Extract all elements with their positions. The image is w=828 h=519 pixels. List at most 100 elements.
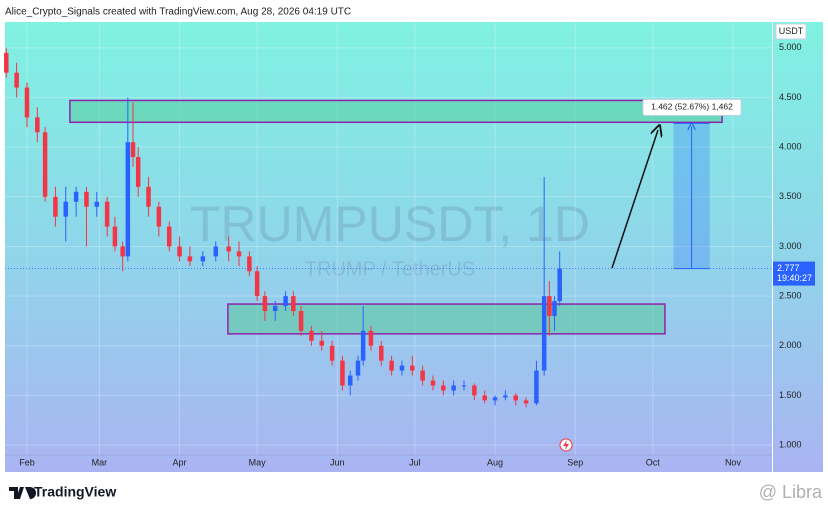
plot-bg [5, 22, 772, 472]
candle-body [236, 251, 242, 257]
candle-body [272, 306, 278, 311]
candle-body [492, 397, 498, 401]
x-tick-label: Apr [173, 457, 187, 467]
y-tick-label: 3.500 [779, 191, 802, 201]
candle-body [541, 296, 547, 371]
footer-logo: TradingView [34, 484, 116, 500]
candle-body [200, 256, 206, 262]
candle-body [319, 340, 325, 346]
candle-body [177, 246, 182, 257]
x-tick-label: Aug [487, 457, 503, 467]
candle-body [441, 385, 446, 391]
y-tick-label: 3.000 [779, 241, 802, 251]
candle-body [503, 395, 508, 398]
candle-body [104, 201, 110, 227]
candle-body [534, 370, 539, 404]
candle-body [112, 226, 118, 247]
candle-body [355, 360, 361, 376]
candle-body [135, 157, 141, 187]
candle-body [24, 87, 30, 118]
candle-body [226, 246, 231, 252]
y-tick-label: 4.000 [779, 142, 802, 152]
candle-body [4, 52, 9, 73]
watermark: TRUMPUSDT, 1D [190, 196, 590, 252]
x-tick-label: Mar [92, 457, 108, 467]
candle-body [146, 186, 151, 207]
candle-body [130, 142, 136, 158]
candle-body [482, 395, 487, 401]
candle-body [309, 330, 314, 341]
y-tick-label: 5.000 [779, 42, 802, 52]
candle-body [552, 301, 557, 316]
candle-body [340, 360, 345, 386]
candle-body [298, 310, 304, 331]
last-price: 2.777 [777, 263, 800, 273]
y-tick-label: 2.000 [779, 340, 802, 350]
event-bolt [563, 440, 569, 450]
candle-body [262, 296, 268, 311]
candle-body [420, 370, 425, 381]
candle-body [283, 296, 288, 307]
candle-body [166, 226, 172, 247]
candle-body [399, 365, 405, 371]
candle-body [410, 365, 415, 371]
candle-body [513, 395, 518, 401]
x-tick-label: Nov [725, 457, 742, 467]
x-tick-label: Oct [646, 457, 661, 467]
y-tick-label: 2.500 [779, 290, 802, 300]
zone [69, 99, 723, 124]
candle-body [14, 72, 19, 88]
price-axis-bg [773, 22, 823, 472]
candle-body [557, 268, 562, 302]
last-price-box [773, 261, 815, 286]
candle-body [379, 345, 384, 361]
x-tick-label: Sep [567, 457, 583, 467]
footer-watermark: @ Libra [759, 482, 823, 502]
header-bg [0, 0, 828, 22]
currency: USDT [779, 26, 804, 36]
candle-body [156, 206, 162, 227]
candle-body [329, 345, 335, 361]
x-tick-label: Feb [19, 457, 35, 467]
candle-body [523, 400, 529, 404]
measure-label: 1.462 (52.67%) 1,462 [651, 102, 733, 112]
y-tick-label: 4.500 [779, 92, 802, 102]
candle-body [389, 360, 394, 371]
y-tick-label: 1.000 [779, 439, 802, 449]
candle-body [360, 330, 366, 361]
measure-label-box [642, 98, 742, 116]
candle-body [53, 196, 58, 217]
candle-body [73, 191, 79, 202]
header: Alice_Crypto_Signals created with Tradin… [5, 7, 351, 18]
logo-mark [9, 487, 36, 499]
y-tick-label: 1.500 [779, 390, 802, 400]
footer-bg [0, 472, 828, 514]
x-tick-label: May [249, 457, 267, 467]
candle-body [368, 330, 374, 346]
candle-body [94, 201, 100, 207]
plot: 1.462 (52.67%) 1,462 [4, 22, 772, 455]
candle-body [547, 296, 552, 316]
candle-body [451, 385, 456, 391]
candle-body [461, 385, 467, 387]
candle-body [120, 246, 125, 257]
candle-body [247, 256, 252, 272]
candle-body [187, 256, 193, 262]
candle-body [125, 142, 131, 257]
candle-body [430, 380, 436, 386]
candle-body [472, 385, 477, 396]
candle-body [63, 201, 69, 217]
x-tick-label: Jun [330, 457, 345, 467]
countdown: 19:40:27 [777, 273, 812, 283]
candle-body [254, 271, 260, 297]
candle-body [213, 246, 219, 257]
candle-body [42, 132, 48, 197]
arrow [611, 130, 658, 269]
currency-box [775, 23, 807, 40]
watermark-subtitle: TRUMP / TetherUS [305, 258, 475, 280]
x-tick-label: Jul [409, 457, 421, 467]
candle-body [347, 375, 353, 386]
candle-body [291, 296, 296, 311]
candle-body [35, 117, 40, 133]
